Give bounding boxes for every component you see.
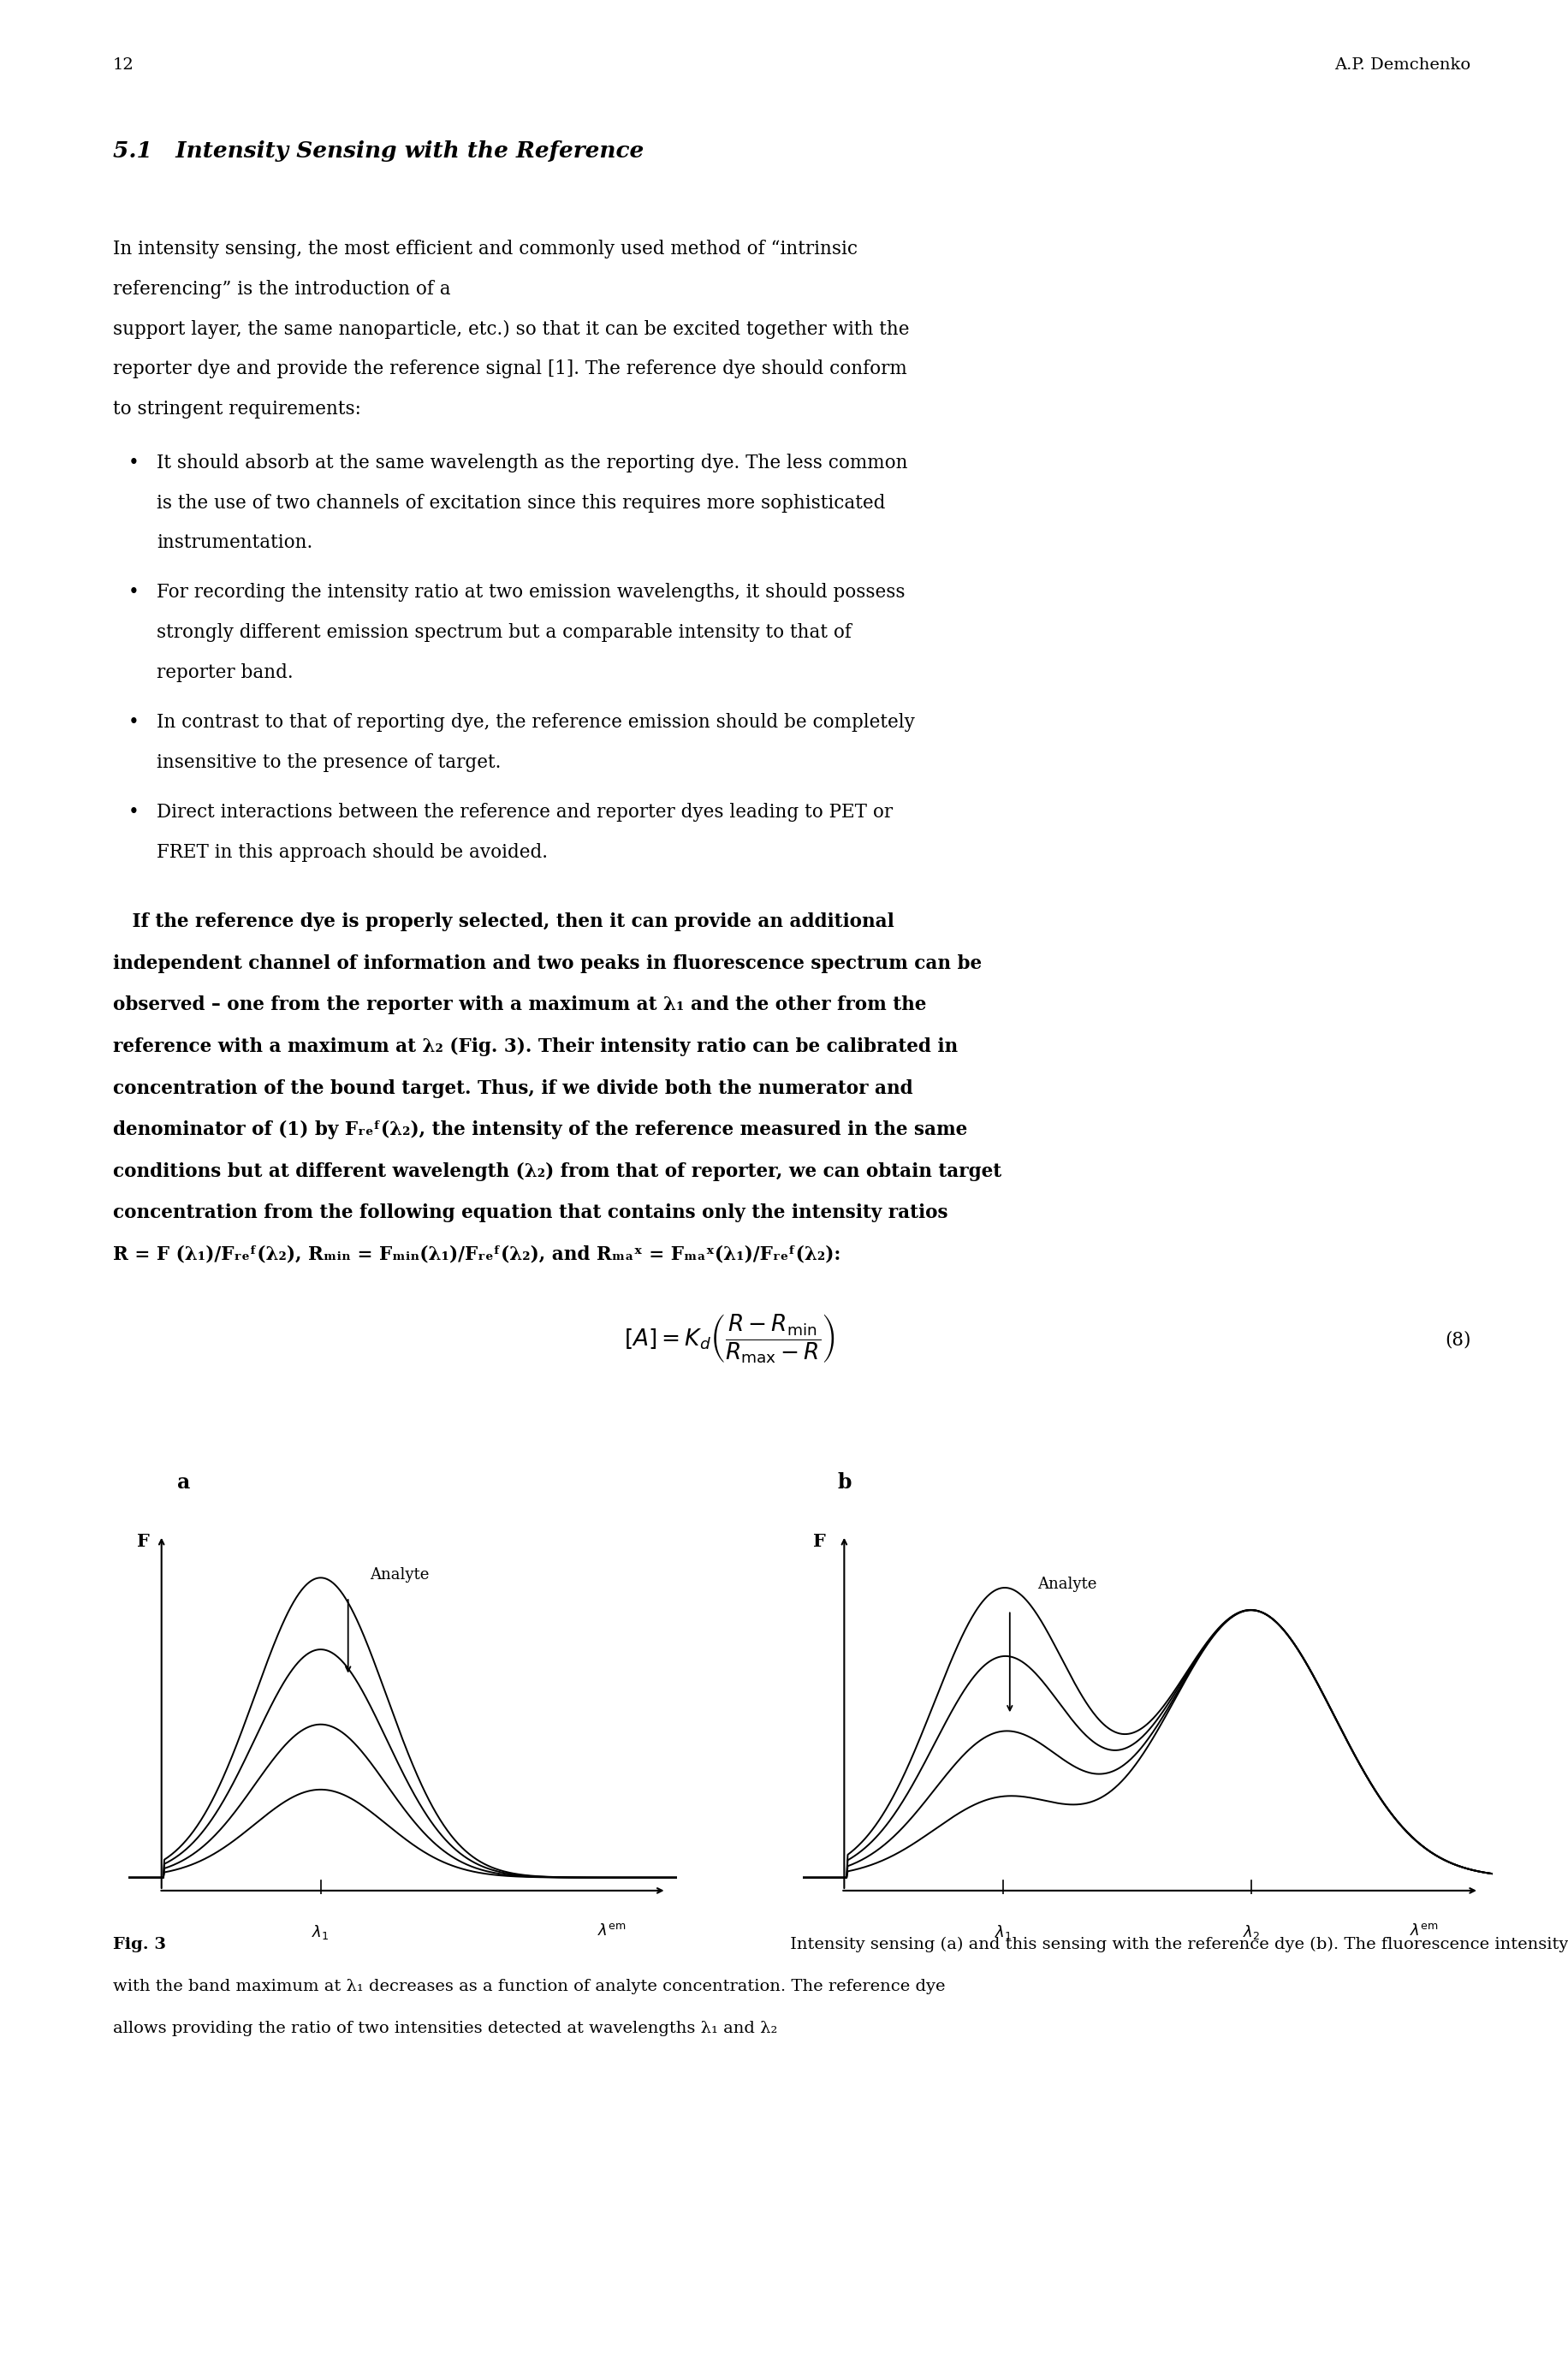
- Text: Analyte: Analyte: [1038, 1578, 1096, 1592]
- Text: b: b: [837, 1471, 851, 1492]
- Text: A.P. Demchenko: A.P. Demchenko: [1334, 57, 1471, 71]
- Text: concentration of the bound target. Thus, if we divide both the numerator and: concentration of the bound target. Thus,…: [113, 1079, 913, 1098]
- Text: $\lambda_1$: $\lambda_1$: [312, 1922, 329, 1941]
- Text: strongly different emission spectrum but a comparable intensity to that of: strongly different emission spectrum but…: [157, 623, 851, 642]
- Text: 5.1   Intensity Sensing with the Reference: 5.1 Intensity Sensing with the Reference: [113, 140, 644, 162]
- Text: Analyte: Analyte: [370, 1566, 430, 1582]
- Text: F: F: [136, 1533, 149, 1549]
- Text: instrumentation.: instrumentation.: [157, 532, 312, 551]
- Text: reporter band.: reporter band.: [157, 663, 293, 682]
- Text: 12: 12: [113, 57, 135, 71]
- Text: referencing” is the introduction of a: referencing” is the introduction of a: [113, 280, 456, 299]
- Text: denominator of (1) by Fᵣₑᶠ(λ₂), the intensity of the reference measured in the s: denominator of (1) by Fᵣₑᶠ(λ₂), the inte…: [113, 1121, 967, 1140]
- Text: For recording the intensity ratio at two emission wavelengths, it should possess: For recording the intensity ratio at two…: [157, 582, 905, 601]
- Text: $\lambda^{\rm em}$: $\lambda^{\rm em}$: [1410, 1922, 1438, 1939]
- Text: In contrast to that of reporting dye, the reference emission should be completel: In contrast to that of reporting dye, th…: [157, 713, 916, 732]
- Text: a: a: [177, 1471, 190, 1492]
- Text: independent channel of information and two peaks in fluorescence spectrum can be: independent channel of information and t…: [113, 955, 982, 974]
- Text: support layer, the same nanoparticle, etc.) so that it can be excited together w: support layer, the same nanoparticle, et…: [113, 321, 909, 340]
- Text: insensitive to the presence of target.: insensitive to the presence of target.: [157, 753, 502, 772]
- Text: allows providing the ratio of two intensities detected at wavelengths λ₁ and λ₂: allows providing the ratio of two intens…: [113, 2020, 778, 2036]
- Text: •: •: [129, 713, 140, 732]
- Text: $\lambda_2$: $\lambda_2$: [1242, 1922, 1261, 1941]
- Text: with the band maximum at λ₁ decreases as a function of analyte concentration. Th: with the band maximum at λ₁ decreases as…: [113, 1979, 946, 1993]
- Text: In intensity sensing, the most efficient and commonly used method of “intrinsic: In intensity sensing, the most efficient…: [113, 240, 858, 259]
- Text: Intensity sensing (a) and this sensing with the reference dye (b). The fluoresce: Intensity sensing (a) and this sensing w…: [784, 1936, 1568, 1953]
- Text: concentration from the following equation that contains only the intensity ratio: concentration from the following equatio…: [113, 1205, 947, 1224]
- Text: •: •: [129, 582, 140, 601]
- Text: If the reference dye is properly selected, then it can provide an additional: If the reference dye is properly selecte…: [113, 912, 894, 931]
- Text: reporter dye and provide the reference signal [1]. The reference dye should conf: reporter dye and provide the reference s…: [113, 359, 906, 378]
- Text: Direct interactions between the reference and reporter dyes leading to PET or: Direct interactions between the referenc…: [157, 803, 894, 822]
- Text: R = F (λ₁)/Fᵣₑᶠ(λ₂), Rₘᵢₙ = Fₘᵢₙ(λ₁)/Fᵣₑᶠ(λ₂), and Rₘₐˣ = Fₘₐˣ(λ₁)/Fᵣₑᶠ(λ₂):: R = F (λ₁)/Fᵣₑᶠ(λ₂), Rₘᵢₙ = Fₘᵢₙ(λ₁)/Fᵣₑ…: [113, 1245, 840, 1264]
- Text: $\lambda^{\rm em}$: $\lambda^{\rm em}$: [597, 1922, 626, 1939]
- Text: to stringent requirements:: to stringent requirements:: [113, 399, 361, 418]
- Text: (8): (8): [1444, 1331, 1471, 1350]
- Text: observed – one from the reporter with a maximum at λ₁ and the other from the: observed – one from the reporter with a …: [113, 996, 927, 1015]
- Text: F: F: [814, 1533, 826, 1549]
- Text: is the use of two channels of excitation since this requires more sophisticated: is the use of two channels of excitation…: [157, 494, 886, 513]
- Text: It should absorb at the same wavelength as the reporting dye. The less common: It should absorb at the same wavelength …: [157, 454, 908, 473]
- Text: Fig. 3: Fig. 3: [113, 1936, 166, 1953]
- Text: reference with a maximum at λ₂ (Fig. 3). Their intensity ratio can be calibrated: reference with a maximum at λ₂ (Fig. 3).…: [113, 1038, 958, 1057]
- Text: $[A] = K_d\left(\dfrac{R - R_{\rm min}}{R_{\rm max} - R}\right)$: $[A] = K_d\left(\dfrac{R - R_{\rm min}}{…: [624, 1312, 834, 1364]
- Text: conditions but at different wavelength (λ₂) from that of reporter, we can obtain: conditions but at different wavelength (…: [113, 1162, 1002, 1181]
- Text: •: •: [129, 803, 140, 822]
- Text: •: •: [129, 454, 140, 473]
- Text: $\lambda_1$: $\lambda_1$: [994, 1922, 1011, 1941]
- Text: FRET in this approach should be avoided.: FRET in this approach should be avoided.: [157, 843, 547, 862]
